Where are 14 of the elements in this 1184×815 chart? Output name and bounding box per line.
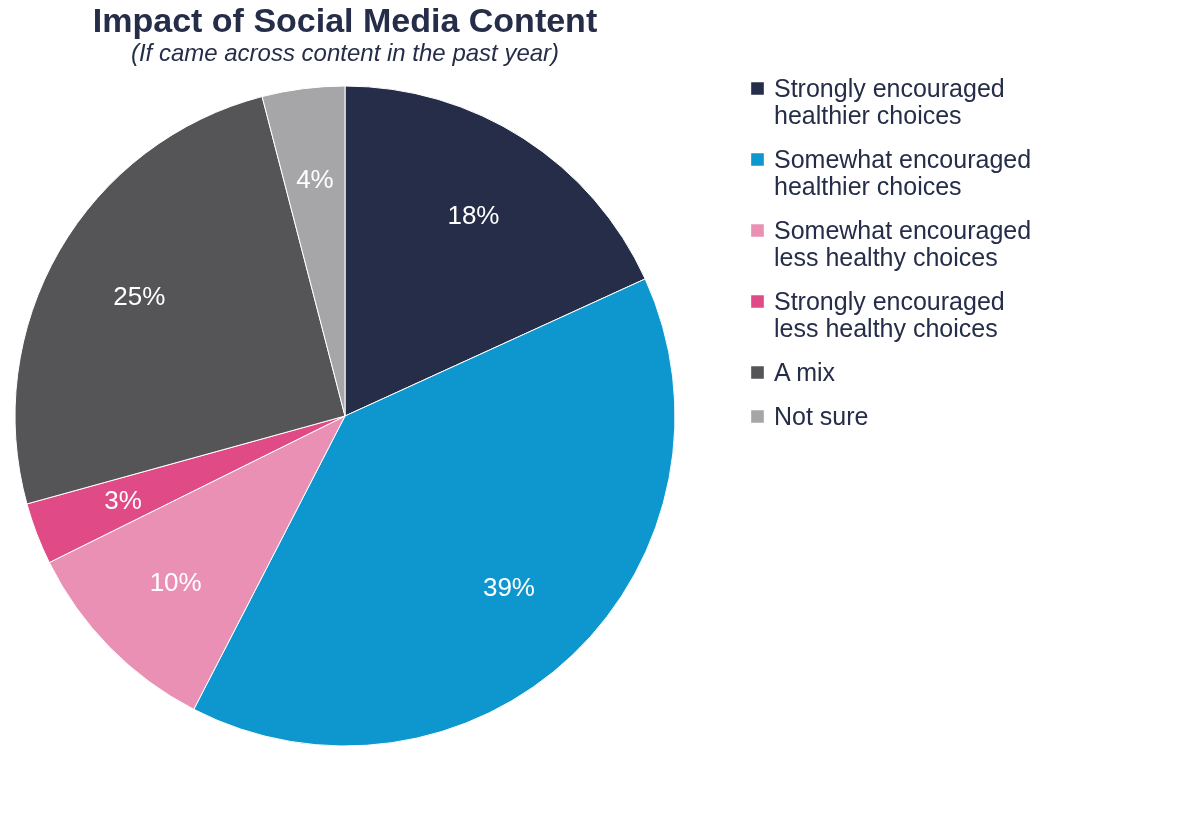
data-label: 10% — [149, 566, 202, 597]
legend-label: Strongly encouraged healthier choices — [774, 73, 1005, 129]
legend-label: Not sure — [774, 401, 869, 430]
legend-label: A mix — [774, 357, 836, 386]
chart-subtitle: (If came across content in the past year) — [130, 39, 560, 66]
data-label: 39% — [482, 571, 535, 602]
legend-label: Strongly encouraged less healthy choices — [774, 286, 1005, 342]
data-label: 3% — [104, 484, 142, 515]
chart-title: Impact of Social Media Content — [92, 1, 598, 39]
data-label: 25% — [113, 281, 166, 312]
data-label: 18% — [447, 200, 500, 231]
legend-label: Somewhat encouraged healthier choices — [774, 144, 1032, 200]
legend-label: Somewhat encouraged less healthy choices — [774, 215, 1032, 271]
data-label: 4% — [296, 164, 334, 195]
